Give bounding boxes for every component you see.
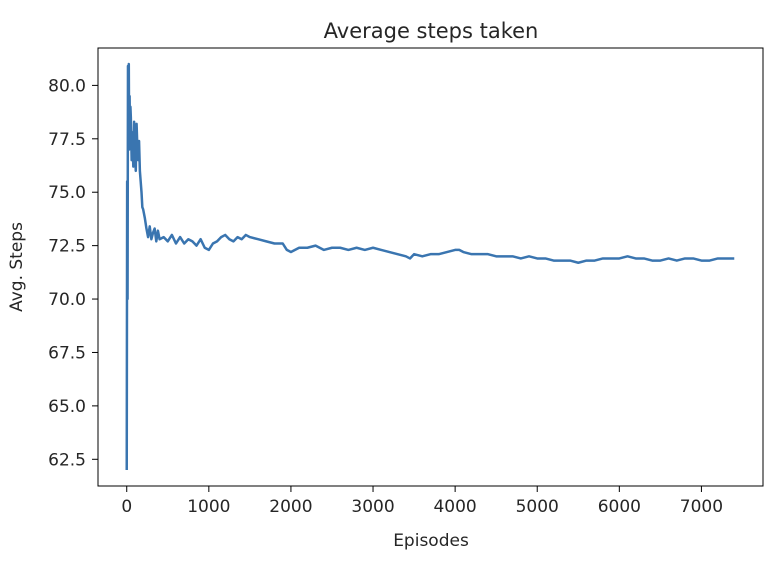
x-axis: 0 1000 2000 3000 4000 5000 6000 7000 [121, 486, 723, 517]
y-tick-label: 62.5 [48, 450, 86, 470]
x-tick-label: 5000 [516, 497, 559, 517]
y-tick-label: 67.5 [48, 343, 86, 363]
y-tick-label: 77.5 [48, 130, 86, 150]
x-tick-label: 1000 [187, 497, 230, 517]
series-line [125, 62, 735, 470]
y-tick-label: 75.0 [48, 183, 86, 203]
y-tick-label: 80.0 [48, 76, 86, 96]
y-tick-label: 70.0 [48, 290, 86, 310]
y-axis-title: Avg. Steps [7, 222, 27, 312]
y-tick-label: 65.0 [48, 397, 86, 417]
x-axis-title: Episodes [393, 531, 469, 551]
y-tick-label: 72.5 [48, 237, 86, 257]
x-tick-label: 4000 [433, 497, 476, 517]
x-tick-label: 2000 [269, 497, 312, 517]
x-tick-label: 0 [121, 497, 132, 517]
x-tick-label: 3000 [351, 497, 394, 517]
x-tick-label: 6000 [598, 497, 641, 517]
plot-frame [97, 47, 764, 487]
y-axis: 62.5 65.0 67.5 70.0 72.5 75.0 77.5 80.0 [48, 76, 98, 470]
x-tick-label: 7000 [680, 497, 723, 517]
chart-title: Average steps taken [324, 19, 539, 43]
